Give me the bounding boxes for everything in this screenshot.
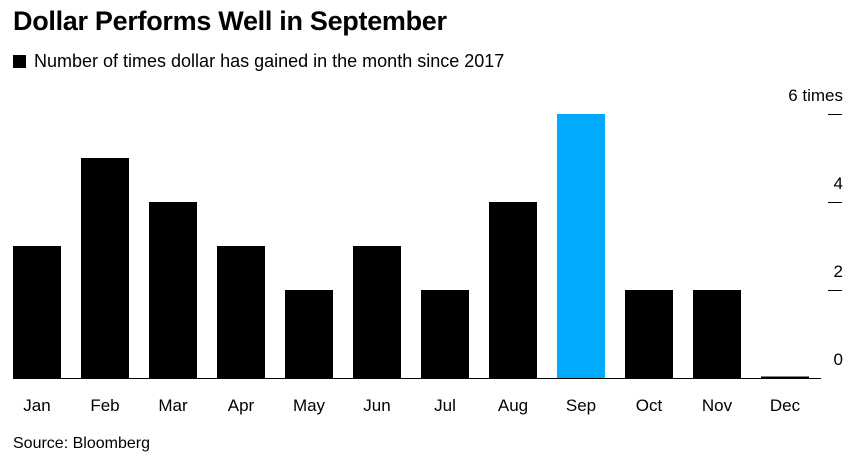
bars-group [13, 114, 809, 379]
x-tick-label-aug: Aug [498, 396, 528, 415]
legend-swatch [13, 55, 26, 68]
x-tick-label-nov: Nov [702, 396, 733, 415]
bar-feb [81, 158, 129, 378]
x-tick-label-dec: Dec [770, 396, 801, 415]
x-tick-label-jul: Jul [434, 396, 456, 415]
bar-nov [693, 290, 741, 378]
x-tick-label-feb: Feb [90, 396, 119, 415]
x-tick-label-may: May [293, 396, 326, 415]
bar-sep [557, 114, 605, 378]
bar-jul [421, 290, 469, 378]
x-axis-labels: Jan Feb Mar Apr May Jun Jul Aug Sep Oct Nov Dec [23, 396, 800, 415]
bar-may [285, 290, 333, 378]
bar-aug [489, 202, 537, 378]
y-tick-label-6: 6 times [788, 86, 843, 105]
x-tick-label-oct: Oct [636, 396, 663, 415]
source-note: Source: Bloomberg [13, 435, 150, 452]
bar-jun [353, 246, 401, 378]
x-tick-label-jun: Jun [363, 396, 390, 415]
y-tick-label-4: 4 [834, 174, 843, 193]
bar-mar [149, 202, 197, 378]
bar-apr [217, 246, 265, 378]
x-tick-label-apr: Apr [228, 396, 255, 415]
legend-label: Number of times dollar has gained in the… [34, 51, 505, 71]
chart-legend: Number of times dollar has gained in the… [13, 51, 504, 72]
y-axis: 0 2 4 6 times [788, 86, 843, 369]
bar-oct [625, 290, 673, 378]
x-tick-label-sep: Sep [566, 396, 596, 415]
bar-jan [13, 246, 61, 378]
x-tick-label-jan: Jan [23, 396, 50, 415]
y-tick-label-2: 2 [834, 262, 843, 281]
chart-title: Dollar Performs Well in September [13, 6, 447, 36]
y-tick-label-0: 0 [834, 350, 843, 369]
x-tick-label-mar: Mar [158, 396, 188, 415]
